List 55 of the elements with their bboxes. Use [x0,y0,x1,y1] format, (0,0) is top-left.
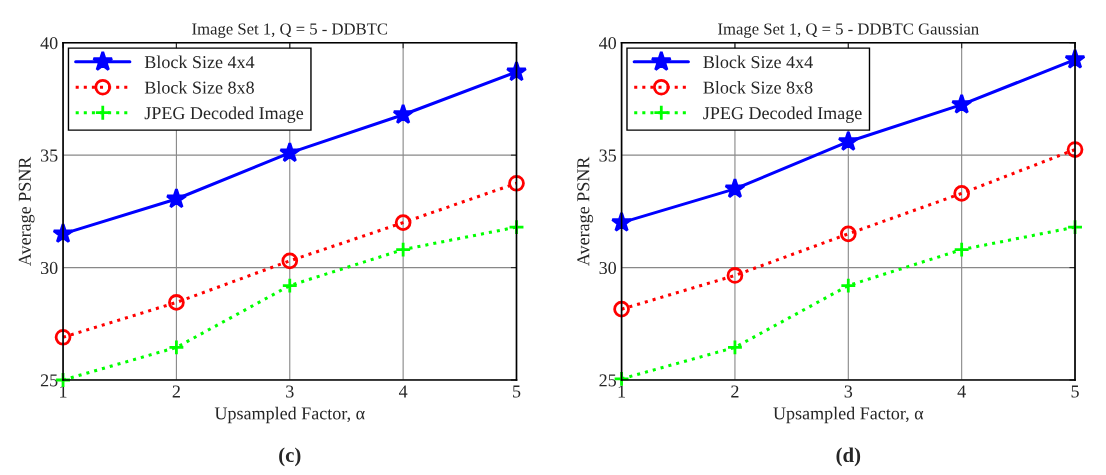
x-axis-title: Upsampled Factor, α [773,406,924,424]
chart-title: Image Set 1, Q = 5 - DDBTC Gaussian [718,23,979,39]
x-tick-label: 2 [731,385,739,398]
point [1066,141,1084,158]
point [394,214,412,231]
point [839,225,857,243]
point [953,185,970,202]
point [610,211,633,232]
y-tick-label: 25 [40,374,58,387]
point [392,103,414,124]
legend-label: Block Size 4x4 [703,55,813,69]
y-axis-title: Average PSNR [18,156,35,266]
point [281,277,299,294]
point [508,174,525,192]
x-tick-label: 5 [1071,385,1079,398]
legend-label: JPEG Decoded Image [703,106,862,123]
x-axis-title: Upsampled Factor, α [214,406,365,424]
legend-label: JPEG Decoded Image [144,106,304,123]
point [953,241,970,258]
y-tick-label: 40 [40,37,58,50]
y-tick-label: 35 [40,149,58,162]
y-axis-title: Average PSNR [577,156,594,266]
point [951,93,973,114]
point [279,141,301,163]
point [839,277,857,294]
x-tick-label: 5 [513,385,521,398]
point [54,328,72,346]
x-tick-label: 4 [957,385,966,398]
x-tick-label: 3 [286,385,294,398]
y-tick-label: 30 [599,261,617,275]
legend-label: Block Size 8x8 [703,81,813,94]
y-tick-label: 40 [599,37,617,50]
point [726,339,744,356]
legend-label: Block Size 8x8 [144,81,254,94]
y-tick-label: 25 [599,374,617,387]
point [281,252,299,270]
point [837,130,859,151]
point [168,294,185,311]
point [724,177,746,199]
x-tick-label: 4 [398,385,408,398]
text: (c) [279,447,301,467]
text: (d) [836,447,861,467]
point [165,187,188,209]
chart-title: Image Set 1, Q = 5 - DDBTC [192,23,388,39]
y-tick-label: 30 [40,261,58,275]
point [508,218,525,236]
point [726,267,744,284]
y-tick-label: 35 [599,149,617,162]
x-tick-label: 2 [172,385,180,398]
point [613,300,630,318]
point [168,339,185,356]
x-tick-label: 3 [844,385,853,398]
legend-label: Block Size 4x4 [144,55,255,69]
x-tick-label: 1 [618,385,625,398]
point [394,241,412,258]
